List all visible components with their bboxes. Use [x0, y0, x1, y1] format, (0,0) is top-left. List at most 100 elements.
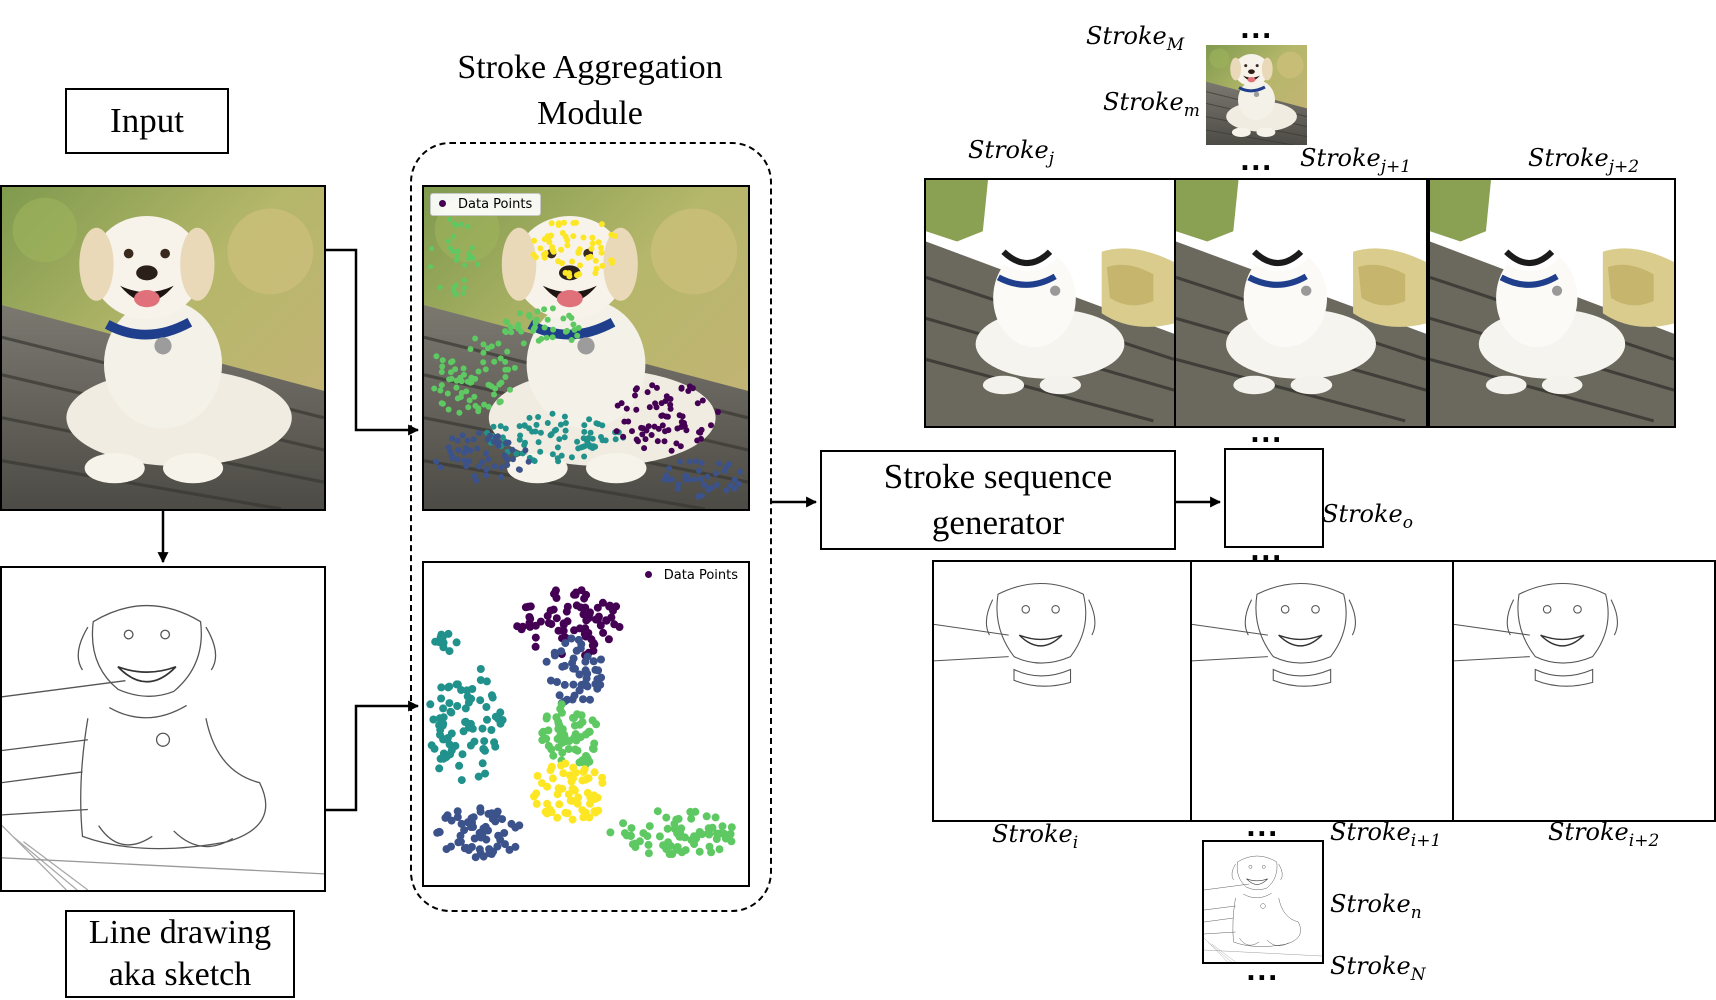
scatter-point	[464, 378, 471, 385]
scatter-point	[566, 273, 573, 280]
scatter-point	[606, 828, 615, 837]
sketch-stroke-i-image	[934, 562, 1190, 820]
scatter-point	[531, 621, 540, 630]
scatter-point	[472, 375, 479, 382]
scatter-point	[480, 341, 487, 348]
scatter-point	[467, 447, 474, 454]
scatter-point	[483, 715, 491, 724]
scatter-point	[480, 737, 489, 746]
scatter-point	[586, 695, 594, 704]
scatter-point	[494, 831, 503, 840]
scatter-point	[571, 326, 578, 333]
scatter-point	[645, 822, 654, 831]
scatter-point	[575, 670, 584, 679]
scatter-point	[623, 405, 630, 412]
scatter-point	[582, 674, 591, 683]
label-stroke-i1: Strokei+1	[1330, 818, 1442, 851]
scatter-point	[594, 612, 603, 621]
scatter-point	[593, 420, 600, 427]
legend-marker	[644, 571, 652, 578]
scatter-point	[721, 468, 728, 474]
scatter-point	[549, 751, 558, 760]
scatter-point	[543, 799, 552, 808]
scatter-point	[491, 358, 498, 365]
legend-top: Data Points	[430, 193, 542, 216]
scatter-point	[542, 734, 551, 743]
scatter-point	[531, 237, 538, 244]
scatter-point	[592, 443, 599, 450]
scatter-point	[580, 630, 589, 638]
scatter-point	[531, 633, 540, 642]
scatter-point	[568, 773, 577, 782]
scatter-point	[609, 606, 617, 615]
scatter-point	[661, 438, 668, 445]
scatter-point	[544, 741, 553, 750]
scatter-point	[516, 466, 523, 473]
scatter-point	[543, 611, 552, 620]
ellipsis-above-o: ...	[1250, 419, 1283, 449]
scatter-point	[644, 840, 653, 849]
scatter-point	[439, 704, 448, 713]
scatter-point	[437, 694, 446, 703]
scatter-point	[457, 819, 466, 828]
scatter-point	[447, 449, 454, 456]
scatter-point	[525, 458, 532, 465]
scatter-point	[533, 421, 540, 428]
scatter-point	[570, 713, 578, 722]
scatter-point	[598, 221, 605, 228]
scatter-point	[447, 842, 455, 851]
scatter-point	[561, 808, 570, 817]
sketch-stroke-n-image	[1204, 842, 1322, 962]
scatter-point	[470, 834, 479, 843]
scatter-point	[691, 476, 698, 483]
scatter-point	[480, 349, 487, 356]
scatter-point	[598, 598, 607, 607]
scatter-point	[642, 436, 649, 443]
scatter-point	[457, 776, 466, 785]
sketch-stroke-i2-image	[1454, 562, 1714, 820]
scatter-point	[715, 409, 721, 415]
scatter-point	[664, 838, 673, 847]
scatter-point	[695, 847, 704, 856]
scatter-point	[553, 813, 562, 822]
scatter-point	[507, 386, 513, 393]
scatter-point	[487, 726, 496, 734]
scatter-point	[544, 316, 551, 323]
scatter-point	[472, 402, 479, 409]
scatter-point	[502, 374, 509, 380]
scatter-point	[517, 432, 524, 439]
cluster-scatter-bottom	[426, 586, 736, 862]
scatter-point	[668, 850, 677, 858]
input-label-box: Input	[65, 88, 229, 154]
legend-marker	[439, 200, 446, 207]
scatter-point	[578, 444, 585, 451]
scatter-point	[546, 676, 555, 685]
scatter-point	[698, 492, 705, 499]
scatter-point	[578, 718, 587, 727]
scatter-point	[507, 324, 514, 331]
scatter-point	[450, 249, 456, 254]
scatter-point	[449, 358, 456, 365]
sketch-stroke-i2	[1452, 560, 1716, 822]
scatter-point	[521, 422, 528, 429]
scatter-point	[687, 808, 696, 817]
scatter-point	[633, 436, 640, 443]
scatter-point	[532, 428, 539, 435]
scatter-point	[618, 400, 625, 407]
scatter-point	[451, 289, 457, 295]
scatter-point	[589, 240, 596, 247]
scatter-point	[438, 369, 445, 375]
scatter-point	[505, 845, 514, 854]
generator-label-line2: generator	[931, 503, 1065, 542]
scatter-point	[711, 813, 720, 822]
painted-stroke-j1	[1174, 178, 1428, 428]
scatter-point	[537, 448, 544, 455]
scatter-point	[570, 233, 577, 240]
scatter-point	[465, 404, 472, 411]
scatter-point	[433, 828, 442, 837]
scatter-point	[549, 246, 556, 253]
scatter-point	[461, 704, 470, 713]
scatter-point	[633, 406, 640, 413]
scatter-point	[707, 848, 716, 857]
scatter-point	[461, 717, 470, 726]
